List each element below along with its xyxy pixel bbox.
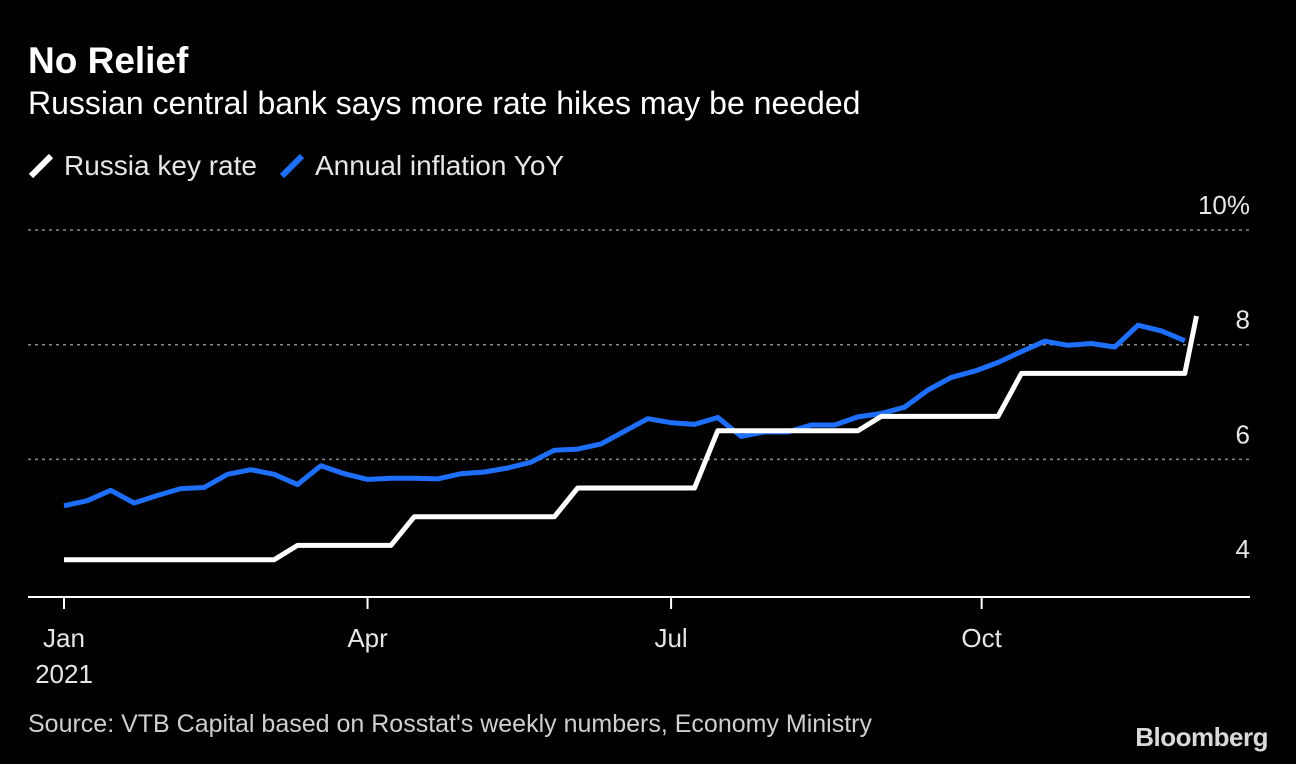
chart-title: No Relief (28, 40, 189, 81)
legend-item-key-rate: Russia key rate (28, 150, 257, 182)
x-tick-label: Oct (961, 623, 1002, 653)
legend: Russia key rate Annual inflation YoY (28, 150, 586, 182)
chart-subtitle: Russian central bank says more rate hike… (28, 85, 861, 121)
legend-item-inflation: Annual inflation YoY (279, 150, 564, 182)
blue-line-swatch-icon (279, 153, 305, 179)
x-tick-label: Jul (654, 623, 687, 653)
legend-label-key-rate: Russia key rate (64, 150, 257, 181)
y-tick-label: 8 (1236, 305, 1250, 335)
x-tick-label: Jan (43, 623, 85, 653)
inflation-line (63, 322, 1186, 509)
y-tick-label: 4 (1236, 534, 1250, 564)
source-note: Source: VTB Capital based on Rosstat's w… (28, 710, 873, 738)
legend-label-inflation: Annual inflation YoY (314, 150, 565, 181)
y-tick-label: 10% (1198, 190, 1250, 220)
x-tick-sublabel: 2021 (35, 659, 93, 689)
bloomberg-logo: Bloomberg (1135, 722, 1268, 752)
key-rate-line (64, 315, 1199, 563)
y-tick-label: 6 (1236, 419, 1250, 449)
white-line-swatch-icon (28, 153, 54, 179)
x-tick-label: Apr (347, 623, 388, 653)
